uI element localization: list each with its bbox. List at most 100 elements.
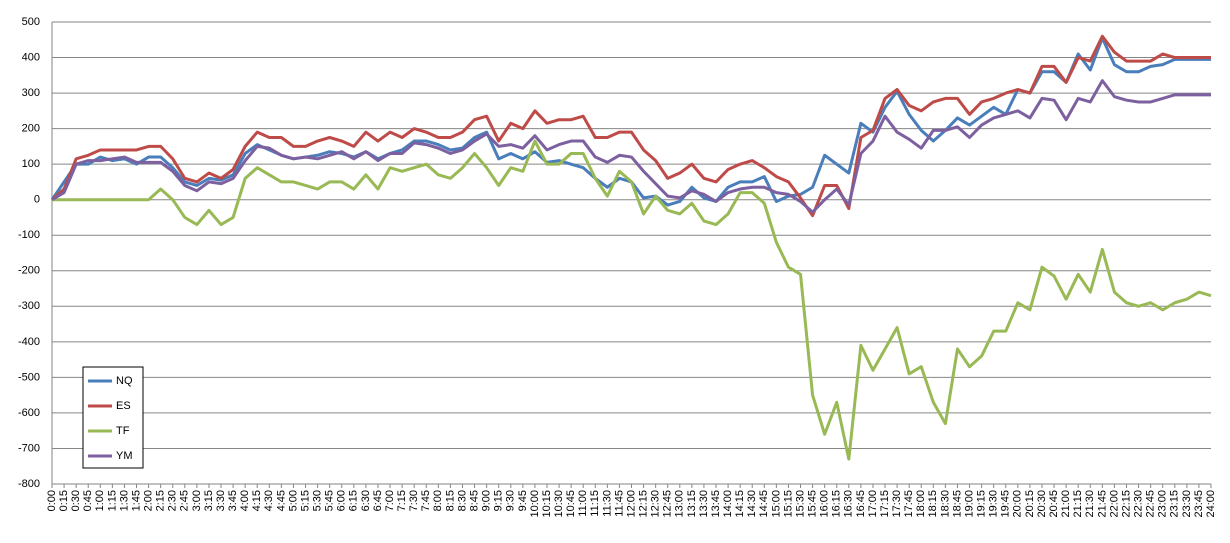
x-tick-label: 6:15 <box>348 490 360 511</box>
x-tick-label: 7:00 <box>384 490 396 511</box>
x-tick-label: 19:00 <box>963 490 975 518</box>
x-tick-label: 15:15 <box>782 490 794 518</box>
y-tick-label: -600 <box>18 407 40 419</box>
x-tick-label: 1:30 <box>118 490 130 511</box>
x-tick-label: 8:15 <box>444 490 456 511</box>
x-tick-label: 14:00 <box>722 490 734 518</box>
x-tick-label: 12:00 <box>625 490 637 518</box>
x-tick-label: 3:30 <box>215 490 227 511</box>
x-tick-label: 17:15 <box>879 490 891 518</box>
x-tick-label: 20:45 <box>1048 490 1060 518</box>
x-tick-label: 18:45 <box>951 490 963 518</box>
y-tick-label: 400 <box>22 51 40 63</box>
x-tick-label: 3:00 <box>191 490 203 511</box>
legend-label: TF <box>116 425 130 437</box>
x-tick-label: 19:15 <box>976 490 988 518</box>
y-tick-label: -500 <box>18 371 40 383</box>
x-tick-label: 1:45 <box>130 490 142 511</box>
x-tick-label: 1:15 <box>106 490 118 511</box>
x-tick-label: 21:15 <box>1072 490 1084 518</box>
x-tick-label: 2:15 <box>155 490 167 511</box>
legend-box <box>82 366 144 469</box>
x-tick-label: 8:45 <box>468 490 480 511</box>
x-tick-label: 18:15 <box>927 490 939 518</box>
x-tick-label: 21:30 <box>1084 490 1096 518</box>
x-tick-label: 4:00 <box>239 490 251 511</box>
y-tick-label: -800 <box>18 478 40 490</box>
x-tick-label: 7:30 <box>408 490 420 511</box>
x-tick-label: 2:30 <box>167 490 179 511</box>
x-tick-label: 5:45 <box>324 490 336 511</box>
legend: NQ ES TF YM <box>82 366 144 469</box>
x-tick-label: 14:45 <box>758 490 770 518</box>
x-tick-label: 20:00 <box>1012 490 1024 518</box>
x-tick-label: 12:30 <box>650 490 662 518</box>
x-tick-label: 15:30 <box>794 490 806 518</box>
x-tick-label: 4:45 <box>275 490 287 511</box>
x-tick-label: 4:30 <box>263 490 275 511</box>
series-line <box>52 139 1212 461</box>
x-tick-label: 14:15 <box>734 490 746 518</box>
x-tick-label: 11:45 <box>613 490 625 517</box>
x-tick-label: 13:15 <box>686 490 698 518</box>
series-line <box>51 79 1211 214</box>
series-line <box>51 34 1211 218</box>
x-tick-label: 3:45 <box>227 490 239 511</box>
x-tick-label: 4:15 <box>251 490 263 511</box>
x-tick-label: 22:15 <box>1120 490 1132 518</box>
x-tick-label: 12:15 <box>637 490 649 518</box>
x-tick-label: 17:45 <box>903 490 915 518</box>
x-tick-label: 0:00 <box>46 490 58 511</box>
x-tick-label: 0:15 <box>58 490 70 511</box>
x-tick-label: 10:45 <box>565 490 577 518</box>
x-tick-label: 9:15 <box>493 490 505 511</box>
x-tick-label: 20:15 <box>1024 490 1036 518</box>
x-tick-label: 15:45 <box>807 490 819 518</box>
x-tick-label: 11:00 <box>577 490 589 517</box>
x-tick-label: 15:00 <box>770 490 782 518</box>
x-tick-label: 17:30 <box>891 490 903 518</box>
legend-label: ES <box>116 400 131 412</box>
x-tick-label: 10:30 <box>553 490 565 518</box>
x-tick-label: 23:00 <box>1157 490 1169 518</box>
x-tick-label: 22:45 <box>1145 490 1157 518</box>
x-tick-label: 16:15 <box>831 490 843 518</box>
x-tick-label: 5:30 <box>312 490 324 511</box>
x-tick-label: 2:45 <box>179 490 191 511</box>
x-tick-label: 19:30 <box>988 490 1000 518</box>
x-tick-label: 5:00 <box>287 490 299 511</box>
x-tick-label: 3:15 <box>203 490 215 511</box>
x-tick-label: 0:45 <box>82 490 94 511</box>
y-tick-label: -700 <box>18 442 40 454</box>
x-tick-label: 18:00 <box>915 490 927 518</box>
legend-label: YM <box>116 450 133 462</box>
y-tick-label: -300 <box>18 300 40 312</box>
x-tick-label: 5:15 <box>299 490 311 511</box>
y-tick-label: 200 <box>22 123 40 135</box>
x-tick-label: 14:30 <box>746 490 758 518</box>
x-tick-label: 8:00 <box>432 490 444 511</box>
x-tick-label: 19:45 <box>1000 490 1012 518</box>
x-tick-label: 10:15 <box>541 490 553 518</box>
x-tick-label: 7:45 <box>420 490 432 511</box>
x-tick-label: 13:00 <box>674 490 686 518</box>
x-tick-label: 6:30 <box>360 490 372 511</box>
x-tick-label: 24:00 <box>1205 490 1217 518</box>
x-tick-label: 6:00 <box>336 490 348 511</box>
x-tick-label: 6:45 <box>372 490 384 511</box>
x-tick-label: 9:45 <box>517 490 529 511</box>
x-tick-label: 10:00 <box>529 490 541 518</box>
x-tick-label: 21:45 <box>1096 490 1108 518</box>
x-tick-label: 21:00 <box>1060 490 1072 518</box>
x-tick-label: 9:30 <box>505 490 517 511</box>
x-tick-label: 13:30 <box>698 490 710 518</box>
x-tick-label: 11:30 <box>601 490 613 517</box>
x-tick-label: 22:30 <box>1132 490 1144 518</box>
x-tick-label: 18:30 <box>939 490 951 518</box>
y-tick-label: -400 <box>18 336 40 348</box>
y-tick-label: -200 <box>18 265 40 277</box>
y-tick-label: 300 <box>22 87 40 99</box>
x-tick-label: 17:00 <box>867 490 879 518</box>
x-tick-label: 13:45 <box>710 490 722 518</box>
